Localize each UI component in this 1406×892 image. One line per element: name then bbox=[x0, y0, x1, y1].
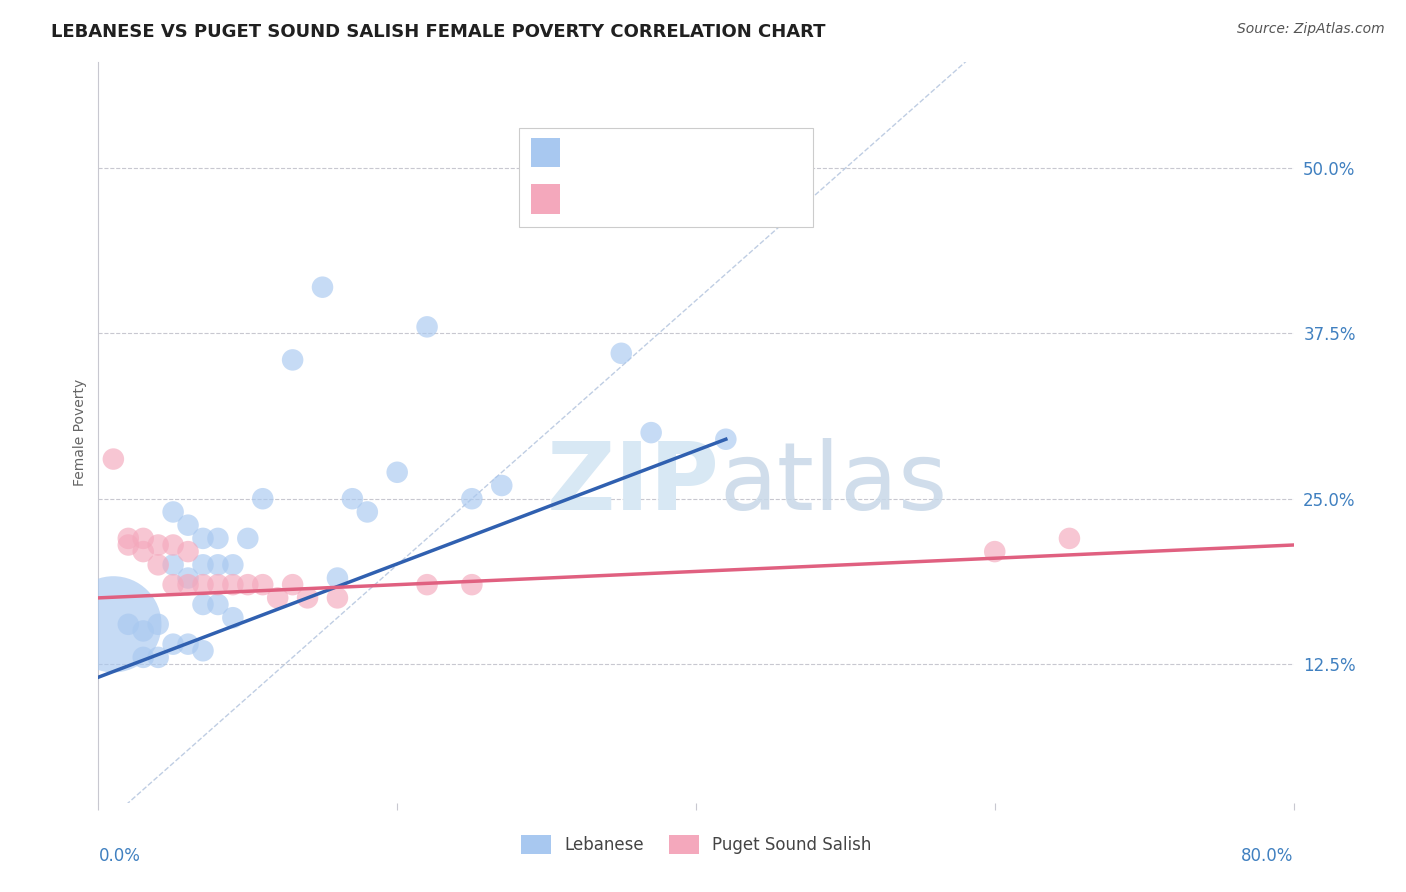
Point bbox=[191, 558, 214, 572]
Point bbox=[148, 617, 170, 632]
Point bbox=[191, 577, 214, 591]
Point bbox=[132, 544, 155, 558]
Point bbox=[191, 532, 214, 546]
Point bbox=[236, 577, 259, 591]
Point bbox=[297, 591, 319, 605]
Point bbox=[162, 637, 184, 651]
Point bbox=[640, 425, 662, 440]
Point bbox=[162, 538, 184, 552]
Point bbox=[177, 577, 200, 591]
Point bbox=[162, 558, 184, 572]
Point bbox=[461, 577, 484, 591]
Point bbox=[177, 571, 200, 585]
Text: atlas: atlas bbox=[720, 439, 948, 531]
Point bbox=[416, 319, 439, 334]
Point bbox=[148, 538, 170, 552]
Point bbox=[162, 577, 184, 591]
Point bbox=[356, 505, 378, 519]
Point bbox=[267, 591, 290, 605]
Point bbox=[416, 577, 439, 591]
Point bbox=[132, 624, 155, 638]
Point bbox=[117, 538, 139, 552]
Point bbox=[252, 577, 274, 591]
Point bbox=[207, 558, 229, 572]
Point bbox=[207, 532, 229, 546]
Point bbox=[281, 577, 304, 591]
Point bbox=[103, 452, 125, 467]
Point bbox=[326, 591, 349, 605]
Point bbox=[207, 577, 229, 591]
Point bbox=[222, 558, 245, 572]
Text: R = 0.195: R = 0.195 bbox=[572, 190, 655, 209]
Point bbox=[326, 571, 349, 585]
Text: Source: ZipAtlas.com: Source: ZipAtlas.com bbox=[1237, 22, 1385, 37]
Point bbox=[1059, 532, 1081, 546]
Point bbox=[222, 610, 245, 624]
Point bbox=[177, 518, 200, 533]
Point bbox=[491, 478, 513, 492]
Point bbox=[385, 465, 409, 479]
Point bbox=[610, 346, 633, 360]
Point bbox=[191, 598, 214, 612]
Point bbox=[162, 505, 184, 519]
Point bbox=[132, 532, 155, 546]
Point bbox=[311, 280, 333, 294]
Text: N = 35: N = 35 bbox=[702, 144, 759, 161]
Point bbox=[342, 491, 364, 506]
Legend: Lebanese, Puget Sound Salish: Lebanese, Puget Sound Salish bbox=[515, 829, 877, 861]
Point bbox=[132, 650, 155, 665]
Point bbox=[117, 532, 139, 546]
Point bbox=[148, 558, 170, 572]
Point bbox=[984, 544, 1007, 558]
Point bbox=[207, 598, 229, 612]
Point bbox=[222, 577, 245, 591]
Point bbox=[148, 650, 170, 665]
Point bbox=[103, 617, 125, 632]
Text: LEBANESE VS PUGET SOUND SALISH FEMALE POVERTY CORRELATION CHART: LEBANESE VS PUGET SOUND SALISH FEMALE PO… bbox=[51, 23, 825, 41]
Point bbox=[177, 637, 200, 651]
Text: 0.0%: 0.0% bbox=[98, 847, 141, 865]
Point bbox=[281, 352, 304, 367]
Point bbox=[117, 617, 139, 632]
Point bbox=[252, 491, 274, 506]
Text: ZIP: ZIP bbox=[547, 439, 720, 531]
Text: R = 0.423: R = 0.423 bbox=[572, 144, 655, 161]
Point bbox=[191, 644, 214, 658]
Point bbox=[714, 432, 737, 446]
Text: N = 24: N = 24 bbox=[702, 190, 759, 209]
Y-axis label: Female Poverty: Female Poverty bbox=[73, 379, 87, 486]
Point bbox=[177, 544, 200, 558]
Text: 80.0%: 80.0% bbox=[1241, 847, 1294, 865]
Point bbox=[236, 532, 259, 546]
Point bbox=[461, 491, 484, 506]
